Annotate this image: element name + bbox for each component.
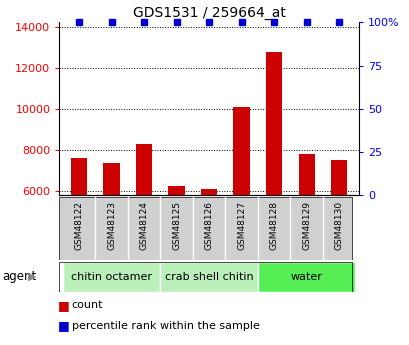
Bar — [265, 52, 282, 314]
Text: ▶: ▶ — [28, 272, 36, 282]
Text: GSM48123: GSM48123 — [107, 201, 116, 250]
Bar — [160, 262, 257, 292]
Bar — [257, 262, 355, 292]
Text: GSM48122: GSM48122 — [74, 201, 83, 250]
Text: GSM48128: GSM48128 — [269, 201, 278, 250]
Text: agent: agent — [2, 270, 36, 283]
Text: GSM48129: GSM48129 — [301, 201, 310, 250]
Bar — [71, 158, 87, 314]
Text: ■: ■ — [57, 299, 69, 312]
Bar — [63, 262, 160, 292]
Bar — [168, 186, 184, 314]
Text: GSM48127: GSM48127 — [236, 201, 245, 250]
Text: GSM48130: GSM48130 — [334, 201, 343, 250]
Text: water: water — [290, 272, 322, 282]
Title: GDS1531 / 259664_at: GDS1531 / 259664_at — [133, 6, 285, 20]
Text: crab shell chitin: crab shell chitin — [164, 272, 253, 282]
Text: ■: ■ — [57, 319, 69, 333]
Text: GSM48124: GSM48124 — [139, 201, 148, 250]
Bar — [233, 107, 249, 314]
Text: percentile rank within the sample: percentile rank within the sample — [72, 321, 259, 331]
Text: count: count — [72, 300, 103, 310]
Text: chitin octamer: chitin octamer — [71, 272, 152, 282]
Bar — [298, 154, 314, 314]
Text: GSM48126: GSM48126 — [204, 201, 213, 250]
Bar — [200, 189, 217, 314]
Text: GSM48125: GSM48125 — [172, 201, 181, 250]
Bar — [135, 144, 152, 314]
Bar — [103, 163, 119, 314]
Bar — [330, 160, 346, 314]
